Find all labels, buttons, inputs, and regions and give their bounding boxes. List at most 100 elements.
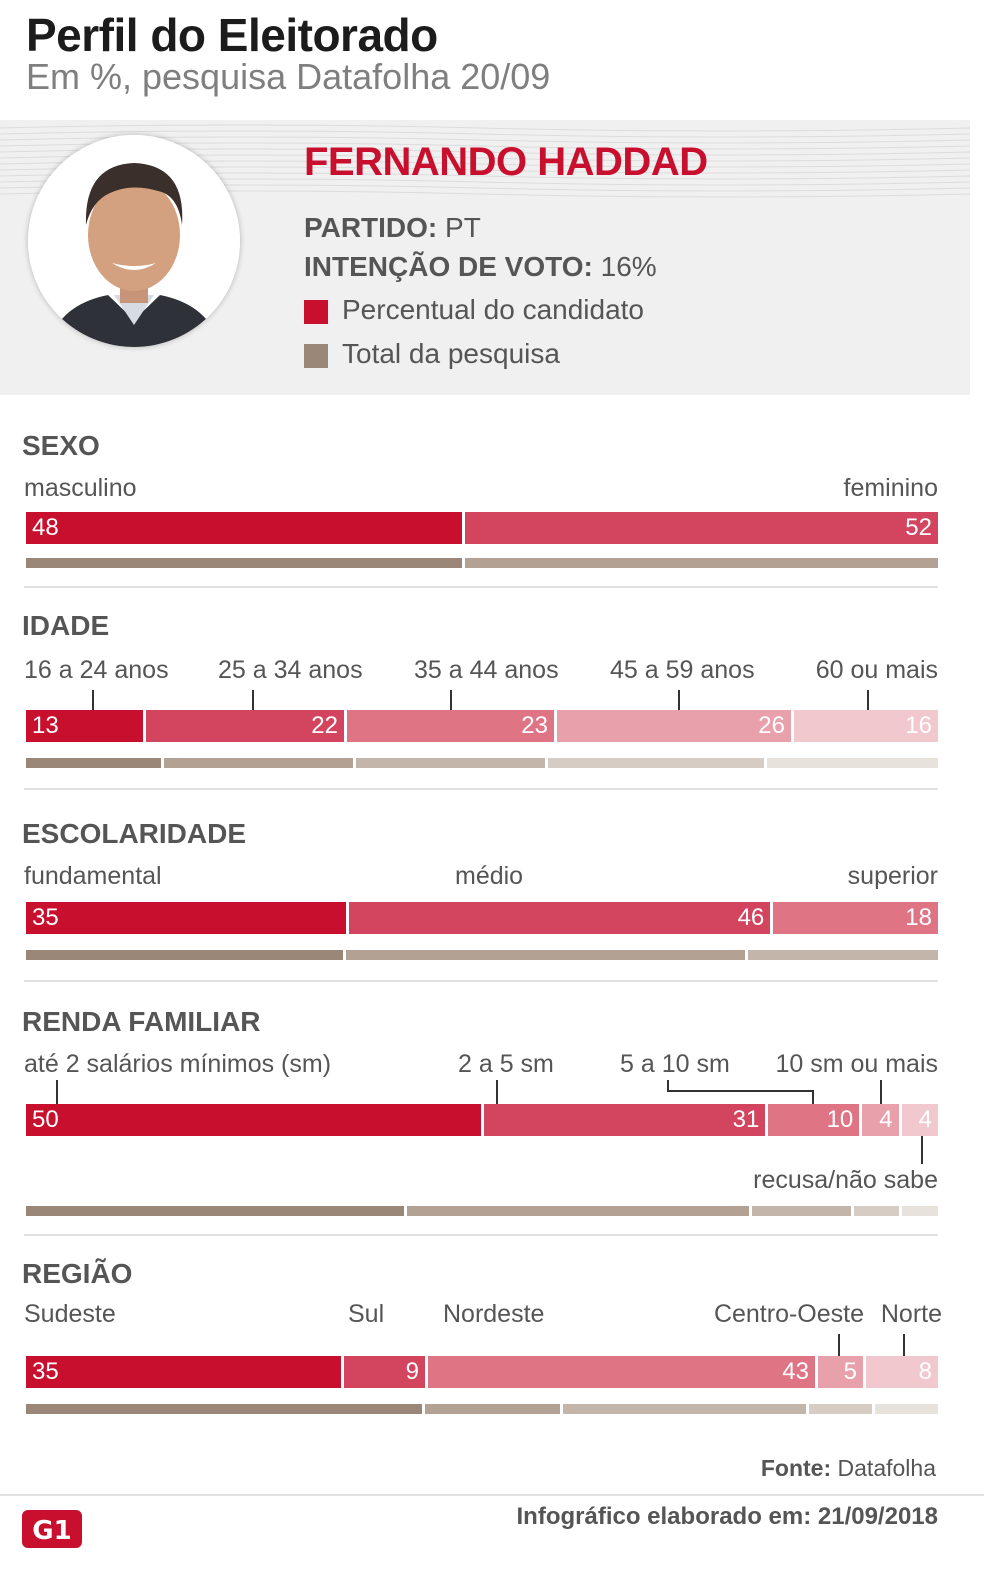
section-divider — [24, 1234, 938, 1236]
party-line: PARTIDO: PT — [304, 212, 481, 244]
category-leader-line — [56, 1080, 58, 1104]
bar-value-label: 43 — [782, 1358, 809, 1385]
bar-value-label: 26 — [758, 712, 785, 739]
bar-value-label: 16 — [905, 712, 932, 739]
bar-value-label: 4 — [918, 1106, 932, 1133]
bar-value-label: 5 — [843, 1358, 857, 1385]
total-bar-segment — [875, 1404, 938, 1414]
bar-value-label: 35 — [32, 1358, 59, 1385]
category-label: 60 ou mais — [815, 656, 938, 684]
category-label: masculino — [24, 474, 137, 502]
category-label: 45 a 59 anos — [610, 656, 755, 684]
total-bar-segment — [26, 1206, 404, 1216]
bar-value-label: 31 — [732, 1106, 760, 1133]
category-label: Norte — [880, 1300, 942, 1328]
candidate-bar-segment: 52 — [465, 512, 938, 544]
section-title: REGIÃO — [22, 1258, 133, 1289]
total-bar-segment — [407, 1206, 749, 1216]
candidate-bar-segment: 18 — [773, 902, 938, 934]
category-label: Sudeste — [24, 1300, 116, 1328]
section-title: RENDA FAMILIAR — [22, 1006, 261, 1037]
section-title: SEXO — [22, 430, 100, 461]
total-bar-segment — [26, 758, 161, 768]
bar-value-label: 10 — [826, 1106, 854, 1133]
legend-swatch-candidate — [304, 300, 328, 324]
g1-logo-text: G1 — [32, 1516, 71, 1546]
vote-intention-value: 16% — [600, 251, 657, 282]
category-label: 35 a 44 anos — [414, 656, 559, 684]
total-bar-segment — [902, 1206, 938, 1216]
category-label: até 2 salários mínimos (sm) — [24, 1050, 332, 1078]
bar-value-label: 35 — [32, 904, 59, 931]
candidate-bar-segment: 13 — [26, 710, 143, 742]
section-divider — [24, 980, 938, 982]
candidate-bar-segment: 22 — [146, 710, 344, 742]
candidate-bar-segment: 5 — [818, 1356, 863, 1388]
total-bar-segment — [548, 758, 764, 768]
total-bar-segment — [26, 950, 344, 960]
bar-value-label: 4 — [879, 1106, 893, 1133]
category-leader-line — [921, 1136, 923, 1164]
bar-value-label: 23 — [521, 712, 548, 739]
candidate-bar-segment: 4 — [862, 1104, 899, 1136]
category-label: fundamental — [24, 862, 162, 890]
total-bar-segment — [767, 758, 938, 768]
category-leader-line — [903, 1334, 905, 1356]
credit-line: Infográfico elaborado em: 21/09/2018 — [516, 1503, 939, 1530]
category-leader-line — [838, 1334, 840, 1356]
category-label: 2 a 5 sm — [458, 1050, 554, 1078]
candidate-bar-segment: 23 — [347, 710, 554, 742]
candidate-bar-segment: 31 — [483, 1104, 766, 1136]
category-label: 25 a 34 anos — [218, 656, 363, 684]
total-bar-segment — [164, 758, 353, 768]
vote-intention-line: INTENÇÃO DE VOTO: 16% — [304, 251, 657, 283]
bar-value-label: 48 — [32, 514, 59, 541]
category-label: recusa/não sabe — [753, 1166, 938, 1194]
source-value: Datafolha — [837, 1455, 936, 1481]
bar-value-label: 8 — [918, 1358, 932, 1385]
bar-value-label: 18 — [905, 904, 932, 931]
bar-value-label: 13 — [32, 712, 59, 739]
bar-value-label: 9 — [405, 1358, 419, 1385]
total-bar-segment — [356, 758, 545, 768]
candidate-photo — [28, 135, 240, 347]
category-label: superior — [847, 862, 938, 890]
candidate-bar-segment: 46 — [349, 902, 771, 934]
footer-divider — [0, 1494, 984, 1496]
total-bar-segment — [752, 1206, 851, 1216]
total-bar-segment — [425, 1404, 560, 1414]
legend-swatch-total — [304, 344, 328, 368]
total-bar-segment — [346, 950, 745, 960]
total-bar-segment — [563, 1404, 806, 1414]
candidate-bar-segment: 9 — [344, 1356, 425, 1388]
bar-value-label: 52 — [905, 514, 932, 541]
section-title: ESCOLARIDADE — [22, 818, 247, 849]
category-label: Centro-Oeste — [713, 1300, 864, 1328]
total-bar-segment — [26, 1404, 422, 1414]
section-divider — [24, 586, 938, 588]
vote-intention-label: INTENÇÃO DE VOTO: — [304, 251, 593, 282]
category-leader-line — [867, 690, 869, 710]
category-bracket-left — [667, 1080, 669, 1092]
legend-label-candidate: Percentual do candidato — [342, 294, 644, 325]
category-label: 5 a 10 sm — [620, 1050, 730, 1078]
category-leader-line — [880, 1080, 882, 1104]
bar-value-label: 22 — [311, 712, 338, 739]
candidate-name: FERNANDO HADDAD — [304, 140, 708, 184]
total-bar-segment — [747, 950, 938, 960]
g1-logo: G1 — [22, 1510, 82, 1548]
category-leader-line — [92, 690, 94, 710]
bar-value-label: 46 — [737, 904, 765, 931]
party-value: PT — [445, 212, 481, 243]
category-label: Sul — [348, 1300, 385, 1328]
category-leader-line — [678, 690, 680, 710]
legend-label-total: Total da pesquisa — [342, 338, 560, 369]
candidate-bar-segment: 43 — [428, 1356, 815, 1388]
category-leader-line — [252, 690, 254, 710]
candidate-bar-segment: 35 — [26, 902, 347, 934]
category-bracket-right — [812, 1090, 814, 1104]
total-bar-segment — [465, 558, 938, 568]
category-label: médio — [455, 862, 524, 890]
candidate-bar-segment: 50 — [26, 1104, 481, 1136]
candidate-bar-segment: 8 — [866, 1356, 938, 1388]
